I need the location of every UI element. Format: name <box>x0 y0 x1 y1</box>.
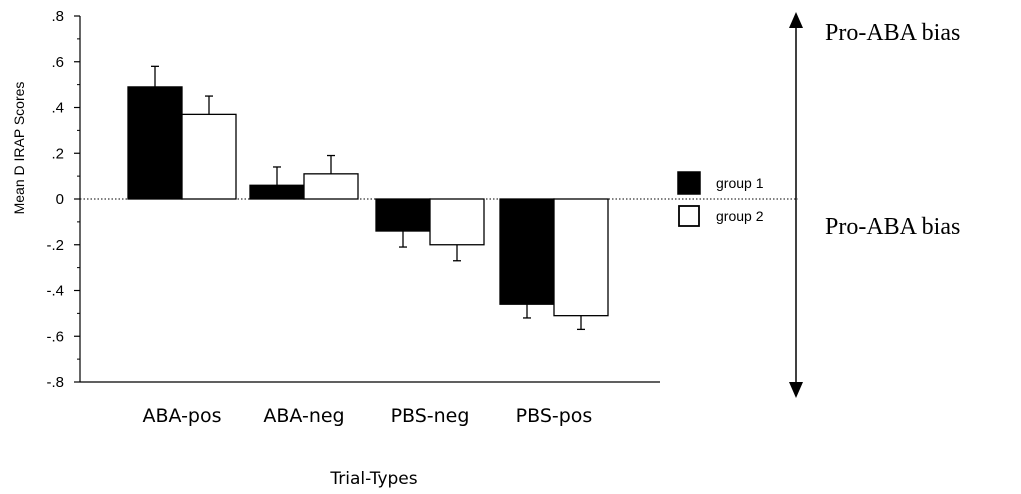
y-tick-label: .4 <box>51 100 64 117</box>
bar <box>303 173 359 200</box>
y-tick-label: .2 <box>51 145 64 162</box>
bar <box>249 184 305 200</box>
annotation-middle: Pro-ABA bias <box>825 214 960 240</box>
legend-label-group-2: group 2 <box>716 208 764 224</box>
x-category-label: ABA-pos <box>142 405 221 427</box>
y-tick-label: .8 <box>51 8 64 25</box>
y-tick-label: .6 <box>51 54 64 71</box>
bar <box>499 198 555 305</box>
bar <box>127 86 183 200</box>
legend: group 1 group 2 <box>677 171 764 227</box>
x-category-label: PBS-neg <box>391 405 470 427</box>
annotation-top: Pro-ABA bias <box>825 20 960 46</box>
y-tick-label: -.2 <box>46 237 64 254</box>
legend-label-group-1: group 1 <box>716 175 764 191</box>
bias-arrow-down-head <box>789 382 803 398</box>
x-axis-title: Trial-Types <box>329 469 417 489</box>
y-axis-title: Mean D IRAP Scores <box>11 82 27 215</box>
y-tick-label: -.6 <box>46 328 64 345</box>
x-category-label: ABA-neg <box>263 405 344 427</box>
y-tick-label: 0 <box>56 191 64 208</box>
x-category-label: PBS-pos <box>516 405 593 427</box>
bar <box>429 198 485 246</box>
bias-arrow-up-head <box>789 12 803 28</box>
y-tick-label: -.4 <box>46 283 64 300</box>
legend-swatch-group-1 <box>677 171 701 195</box>
y-tick-label: -.8 <box>46 374 64 391</box>
bar <box>553 198 609 317</box>
bar <box>375 198 431 232</box>
bias-arrow <box>789 12 803 398</box>
bar <box>181 113 237 200</box>
plot-area: .8 .6 .4 .2 0 -.2 -.4 -.6 -.8 ABA-pos ABA-neg PBS-n… <box>46 8 798 427</box>
legend-swatch-group-2 <box>678 205 700 227</box>
